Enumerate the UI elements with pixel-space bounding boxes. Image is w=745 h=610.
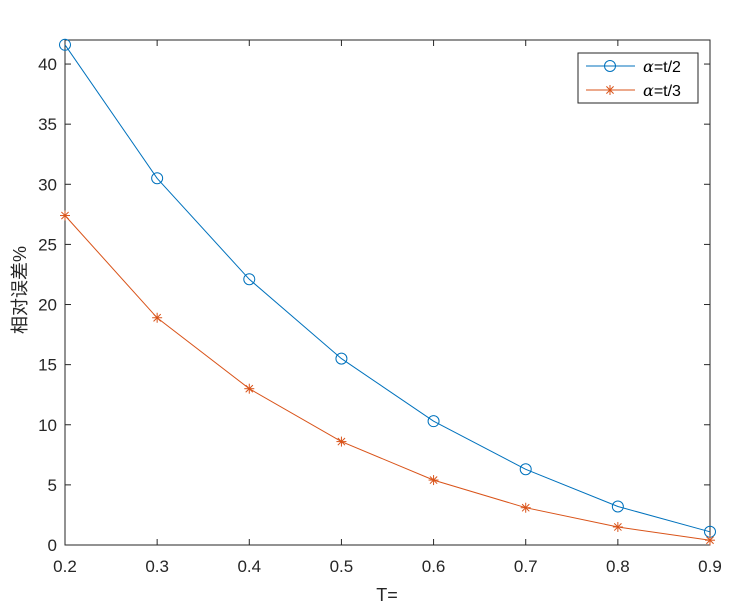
legend: α=t/2 α=t/3 (577, 52, 699, 104)
x-axis-label: T= (376, 585, 398, 605)
plot-area (64, 39, 711, 546)
data-point (519, 463, 532, 476)
x-tick-label: 0.8 (606, 557, 630, 576)
data-point (335, 352, 348, 365)
data-point (244, 383, 255, 394)
x-tick-label: 0.4 (237, 557, 261, 576)
legend-text-series-1: =t/2 (654, 59, 681, 76)
data-point (243, 273, 256, 286)
data-point (705, 535, 715, 546)
y-axis: 0 5 10 15 20 25 30 35 40 (38, 55, 710, 555)
plot-frame (64, 39, 711, 546)
x-tick-label: 0.6 (422, 557, 446, 576)
y-tick-label: 5 (48, 476, 57, 495)
series-layer (59, 38, 716, 546)
y-tick-label: 25 (38, 235, 57, 254)
data-point (428, 475, 439, 486)
data-point (152, 312, 163, 323)
y-tick-label: 30 (38, 175, 57, 194)
data-point (60, 210, 70, 221)
y-tick-label: 15 (38, 356, 57, 375)
y-tick-label: 10 (38, 416, 57, 435)
legend-label-series-1: α=t/2 (643, 57, 681, 76)
circle-marker-icon (604, 60, 616, 72)
data-point (336, 436, 347, 447)
data-point (611, 500, 624, 513)
legend-box (577, 52, 699, 104)
data-point (520, 502, 531, 513)
data-point (612, 521, 623, 532)
series-2 (60, 210, 715, 546)
legend-symbol-series-2: α (643, 81, 654, 100)
y-tick-label: 35 (38, 115, 57, 134)
legend-item-series-1: α=t/2 (586, 57, 681, 76)
x-tick-label: 0.9 (698, 557, 722, 576)
x-tick-label: 0.3 (145, 557, 169, 576)
legend-symbol-series-1: α (643, 57, 654, 76)
legend-item-series-2: α=t/3 (586, 81, 681, 100)
asterisk-marker-icon (605, 85, 615, 95)
y-tick-label: 40 (38, 55, 57, 74)
series-line (64, 215, 711, 541)
y-axis-label: 相对误差% (10, 246, 30, 334)
x-tick-label: 0.5 (330, 557, 354, 576)
data-point (427, 415, 440, 428)
legend-text-series-2: =t/3 (654, 83, 681, 100)
y-tick-label: 0 (48, 536, 57, 555)
x-tick-label: 0.7 (514, 557, 538, 576)
data-point (59, 38, 71, 51)
data-point (151, 172, 164, 185)
x-tick-label: 0.2 (53, 557, 77, 576)
y-tick-label: 20 (38, 296, 57, 315)
x-axis: 0.2 0.3 0.4 0.5 0.6 0.7 0.8 0.9 (53, 40, 722, 576)
legend-label-series-2: α=t/3 (643, 81, 681, 100)
series-line (64, 44, 711, 533)
